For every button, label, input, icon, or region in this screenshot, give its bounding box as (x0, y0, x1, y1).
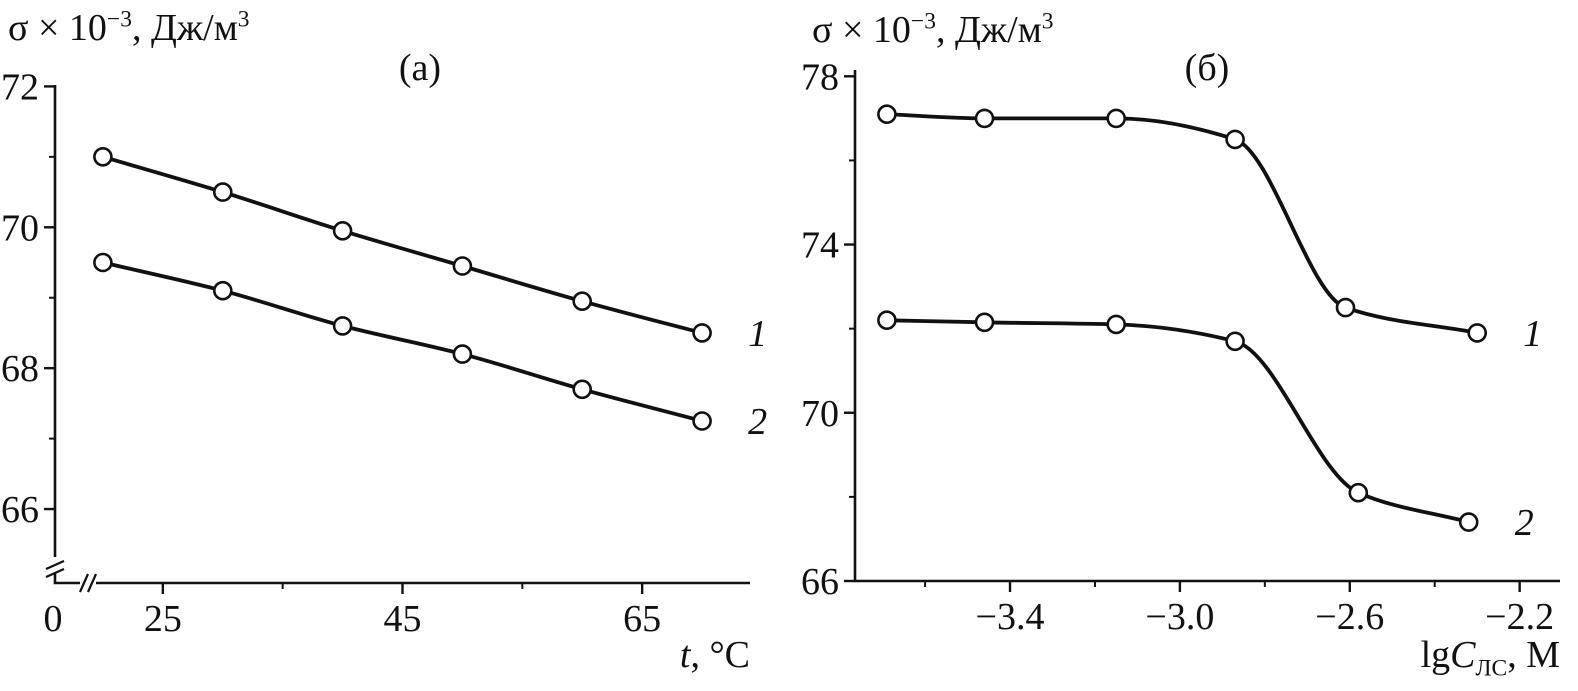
data-point-series-1 (877, 104, 897, 124)
x-axis-units: , М (1507, 634, 1560, 677)
x-axis-break-icon (78, 573, 90, 593)
data-point-series-2 (877, 310, 897, 331)
x-tick-label: 65 (623, 598, 661, 640)
x-axis-variable: t (679, 634, 691, 677)
y-tick-label: 70 (1, 207, 39, 249)
y-axis-break-icon (45, 567, 65, 579)
data-point-series-2 (452, 344, 473, 364)
data-point-series-2 (1225, 331, 1245, 352)
series-line-2 (884, 318, 1471, 524)
y-axis-title-a: σ × 10−3, Дж/м3 (8, 6, 250, 50)
y-tick-label: 72 (1, 66, 39, 108)
x-tick-label: 25 (144, 598, 182, 640)
data-point-series-1 (1335, 297, 1356, 318)
data-point-series-2 (332, 316, 353, 336)
data-point-series-1 (1106, 108, 1127, 129)
y-tick-label: 78 (801, 56, 839, 98)
data-point-series-1 (452, 256, 473, 276)
data-point-series-1 (974, 108, 995, 129)
x-axis-title-b: lgCЛС, М (1420, 634, 1560, 680)
x-axis-variable-subscript: ЛС (1475, 655, 1508, 682)
data-point-series-2 (93, 252, 113, 273)
origin-label: 0 (44, 598, 63, 640)
data-point-series-2 (1458, 512, 1479, 532)
series-line-1 (101, 154, 704, 335)
x-axis-title-a: t, °C (679, 634, 750, 677)
data-point-series-1 (1467, 323, 1488, 343)
data-point-series-2 (1348, 482, 1369, 503)
data-point-series-2 (572, 379, 593, 400)
x-axis-function: lg (1420, 634, 1451, 677)
data-point-series-2 (692, 411, 712, 431)
data-point-series-2 (974, 312, 995, 333)
y-axis-break-icon (45, 559, 65, 571)
x-tick-label: −2.2 (1485, 596, 1554, 638)
x-tick-label: −2.6 (1315, 596, 1384, 638)
y-axis-title-units: , Дж/м (935, 9, 1042, 51)
series-line-2 (101, 260, 704, 423)
data-point-series-1 (572, 291, 593, 312)
y-tick-label: 66 (1, 489, 39, 531)
panel-b: −3.4 −3.0 −2.6 −2.2 66 70 74 78 1 2 σ × 10−3, Дж/… (790, 0, 1578, 691)
series-label-2: 2 (748, 401, 767, 443)
y-axis-title-b: σ × 10−3, Дж/м3 (812, 8, 1054, 52)
y-axis-title-text: σ × 10 (812, 9, 911, 51)
x-tick-label: 45 (384, 598, 422, 640)
x-tick-label: −3.4 (976, 596, 1045, 638)
axes (853, 70, 1560, 583)
y-tick-label: 74 (801, 225, 839, 267)
chart-a-plot: 25 45 65 66 68 70 72 0 1 2 (1, 66, 767, 640)
y-axis-title-units-exponent: 3 (1041, 8, 1054, 35)
chart-b-plot: −3.4 −3.0 −2.6 −2.2 66 70 74 78 1 2 (801, 56, 1560, 638)
y-axis-title-units: , Дж/м (131, 7, 238, 49)
axes (53, 85, 750, 585)
y-axis-title-exponent: −3 (106, 6, 132, 33)
data-point-series-1 (93, 147, 113, 167)
y-axis-title-text: σ × 10 (8, 7, 107, 49)
data-point-series-1 (1225, 129, 1245, 150)
panel-a: 25 45 65 66 68 70 72 0 1 2 σ × 10−3, Дж/м3 (а) t,… (1, 6, 767, 677)
y-tick-label: 70 (801, 393, 839, 435)
y-axis-title-exponent: −3 (910, 8, 936, 35)
series-label-2: 2 (1515, 502, 1534, 544)
data-point-series-1 (332, 221, 353, 241)
series-line-1 (884, 112, 1480, 335)
panel-label-a: (а) (398, 47, 442, 89)
x-axis-variable: C (1450, 634, 1476, 677)
y-tick-label: 66 (801, 561, 839, 603)
series-label-1: 1 (748, 313, 767, 355)
series-label-1: 1 (1523, 313, 1542, 355)
y-axis-title-units-exponent: 3 (237, 6, 250, 33)
data-point-series-1 (213, 182, 233, 202)
x-axis-units: , °C (690, 634, 750, 677)
x-tick-label: −3.0 (1145, 596, 1214, 638)
x-axis-break-icon (86, 573, 98, 593)
data-point-series-2 (213, 280, 233, 301)
data-point-series-2 (1106, 314, 1127, 335)
data-point-series-1 (692, 323, 712, 343)
x-axis-break-gap (80, 580, 96, 586)
panel-label-b: (б) (1184, 47, 1230, 89)
y-tick-label: 68 (1, 348, 39, 390)
